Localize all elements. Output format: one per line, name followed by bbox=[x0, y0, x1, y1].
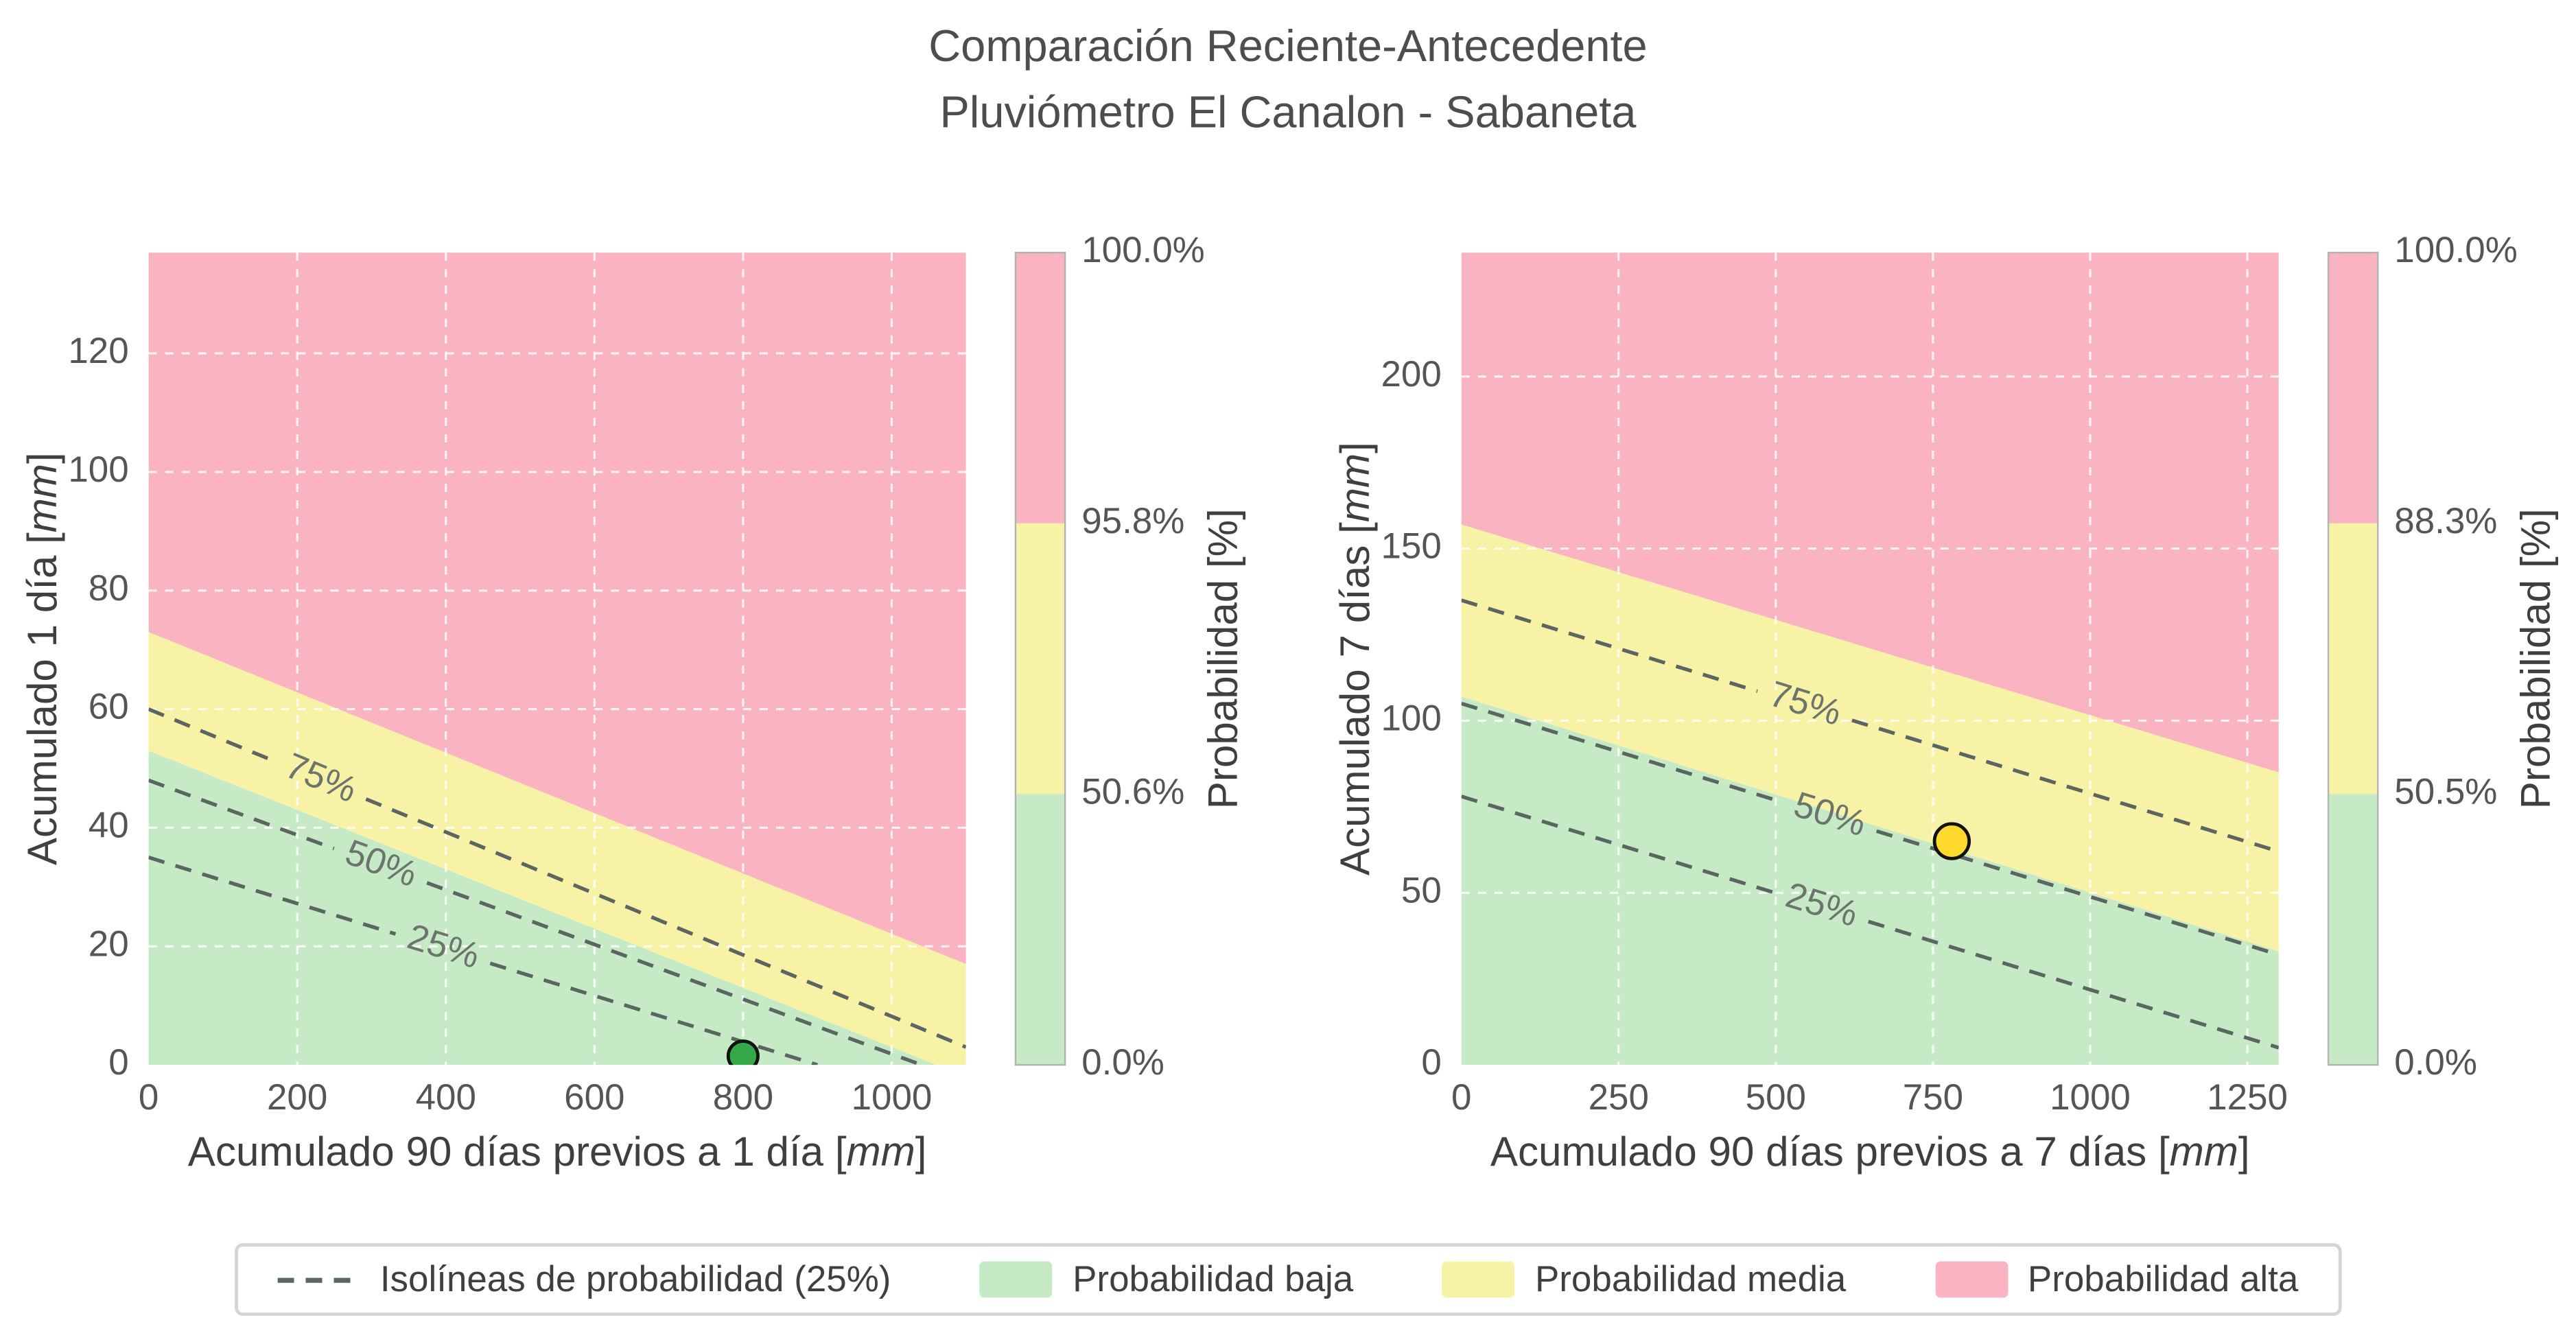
dashed-line-swatch bbox=[277, 1277, 360, 1282]
legend-label-mid: Probabilidad media bbox=[1534, 1258, 1847, 1299]
isoline bbox=[1851, 718, 2279, 853]
legend-label-isolines: Isolíneas de probabilidad (25%) bbox=[379, 1258, 891, 1299]
data-point bbox=[726, 1039, 760, 1065]
x-tick-label: 1250 bbox=[2207, 1077, 2288, 1118]
subplot-acumulado-1-dia: 75%50%25%0 200 400 600 800 100002040608010012… bbox=[19, 230, 1246, 1175]
y-tick-label: 0 bbox=[108, 1042, 128, 1083]
legend-item-mid: Probabilidad media bbox=[1442, 1258, 1846, 1301]
y-tick-label: 100 bbox=[1381, 698, 1441, 738]
y-axis-label: Acumulado 1 día [mm] bbox=[19, 452, 65, 865]
colorbar-segment-mid bbox=[1015, 523, 1066, 794]
gridlines bbox=[148, 252, 966, 1065]
x-tick-label: 500 bbox=[1746, 1077, 1806, 1118]
x-tick-label: 750 bbox=[1903, 1077, 1963, 1118]
y-tick-label: 200 bbox=[1381, 354, 1441, 394]
x-tick-label: 400 bbox=[416, 1077, 476, 1118]
colorbar-segment-low bbox=[1015, 794, 1066, 1065]
y-tick-label: 50 bbox=[1401, 870, 1442, 910]
legend-item-low: Probabilidad baja bbox=[980, 1258, 1353, 1301]
colorbar-title: Probabilidad [%] bbox=[1199, 508, 1245, 809]
colorbar-frame bbox=[1014, 251, 1066, 1066]
isoline bbox=[365, 797, 966, 1049]
colorbar-segment-high bbox=[1015, 252, 1066, 523]
region-low-probability bbox=[148, 751, 937, 1065]
colorbar-segment-high bbox=[2328, 252, 2378, 523]
colorbar-tick-label: 95.8% bbox=[1081, 501, 1184, 541]
colorbar-segment-mid bbox=[2328, 523, 2378, 794]
y-tick-label: 20 bbox=[89, 923, 129, 964]
x-tick-label: 0 bbox=[1451, 1077, 1471, 1118]
x-axis-label: Acumulado 90 días previos a 1 día [mm] bbox=[188, 1129, 927, 1175]
x-tick-label: 600 bbox=[564, 1077, 624, 1118]
mid-probability-swatch bbox=[1442, 1261, 1516, 1298]
x-tick-label: 0 bbox=[139, 1077, 159, 1118]
legend-label-low: Probabilidad baja bbox=[1073, 1258, 1354, 1299]
legend-label-high: Probabilidad alta bbox=[2027, 1258, 2299, 1299]
y-tick-label: 100 bbox=[68, 449, 128, 490]
colorbar-tick-label: 50.6% bbox=[1081, 771, 1184, 812]
colorbar-tick-label: 100.0% bbox=[2394, 230, 2518, 270]
x-tick-label: 1000 bbox=[2050, 1077, 2131, 1118]
high-probability-swatch bbox=[1935, 1261, 2009, 1298]
y-tick-label: 40 bbox=[89, 805, 129, 845]
colorbar-tick-label: 0.0% bbox=[2394, 1042, 2477, 1083]
chart-title-line2: Pluviómetro El Canalon - Sabaneta bbox=[939, 87, 1637, 137]
y-axis-label: Acumulado 7 días [mm] bbox=[1332, 442, 1378, 875]
isoline bbox=[148, 856, 397, 936]
colorbar-tick-label: 100.0% bbox=[1081, 230, 1205, 270]
y-tick-label: 150 bbox=[1381, 526, 1441, 567]
y-tick-label: 60 bbox=[89, 687, 129, 727]
legend-item-isolines: Isolíneas de probabilidad (25%) bbox=[277, 1258, 891, 1301]
colorbar-tick-label: 50.5% bbox=[2394, 771, 2497, 812]
x-tick-label: 800 bbox=[713, 1077, 773, 1118]
subplot-acumulado-7-dias: 75%50%25%0 250 500 750 1000 1250050100150200A… bbox=[1332, 230, 2559, 1175]
colorbar-tick-label: 88.3% bbox=[2394, 501, 2497, 541]
colorbar-tick-label: 0.0% bbox=[1081, 1042, 1164, 1083]
isoline bbox=[426, 881, 922, 1065]
isoline bbox=[148, 778, 335, 851]
isoline bbox=[1461, 598, 1758, 693]
data-point bbox=[1932, 822, 1971, 860]
y-tick-label: 0 bbox=[1421, 1042, 1441, 1083]
region-high-probability bbox=[148, 252, 966, 965]
colorbar-title: Probabilidad [%] bbox=[2512, 508, 2558, 809]
colorbar-frame bbox=[2327, 251, 2379, 1066]
region-low-probability bbox=[1461, 696, 2279, 1065]
low-probability-swatch bbox=[980, 1261, 1053, 1298]
legend-item-high: Probabilidad alta bbox=[1935, 1258, 2298, 1301]
x-axis-label: Acumulado 90 días previos a 7 días [mm] bbox=[1490, 1129, 2250, 1175]
isoline bbox=[1868, 919, 2279, 1050]
chart-title: Comparación Reciente-Antecedente Pluvióm… bbox=[0, 13, 2576, 145]
region-mid-probability bbox=[1461, 524, 2279, 952]
x-tick-label: 1000 bbox=[852, 1077, 933, 1118]
x-tick-label: 200 bbox=[267, 1077, 327, 1118]
chart-title-line1: Comparación Reciente-Antecedente bbox=[928, 21, 1648, 71]
y-tick-label: 80 bbox=[89, 568, 129, 609]
isoline bbox=[148, 707, 276, 763]
y-tick-label: 120 bbox=[68, 331, 128, 371]
gridlines bbox=[1461, 252, 2279, 1065]
colorbar-segment-low bbox=[2328, 794, 2378, 1065]
isoline bbox=[489, 961, 818, 1065]
region-mid-probability bbox=[148, 632, 966, 1065]
legend: Isolíneas de probabilidad (25%) Probabil… bbox=[235, 1243, 2341, 1316]
region-high-probability bbox=[1461, 252, 2279, 773]
x-tick-label: 250 bbox=[1589, 1077, 1649, 1118]
